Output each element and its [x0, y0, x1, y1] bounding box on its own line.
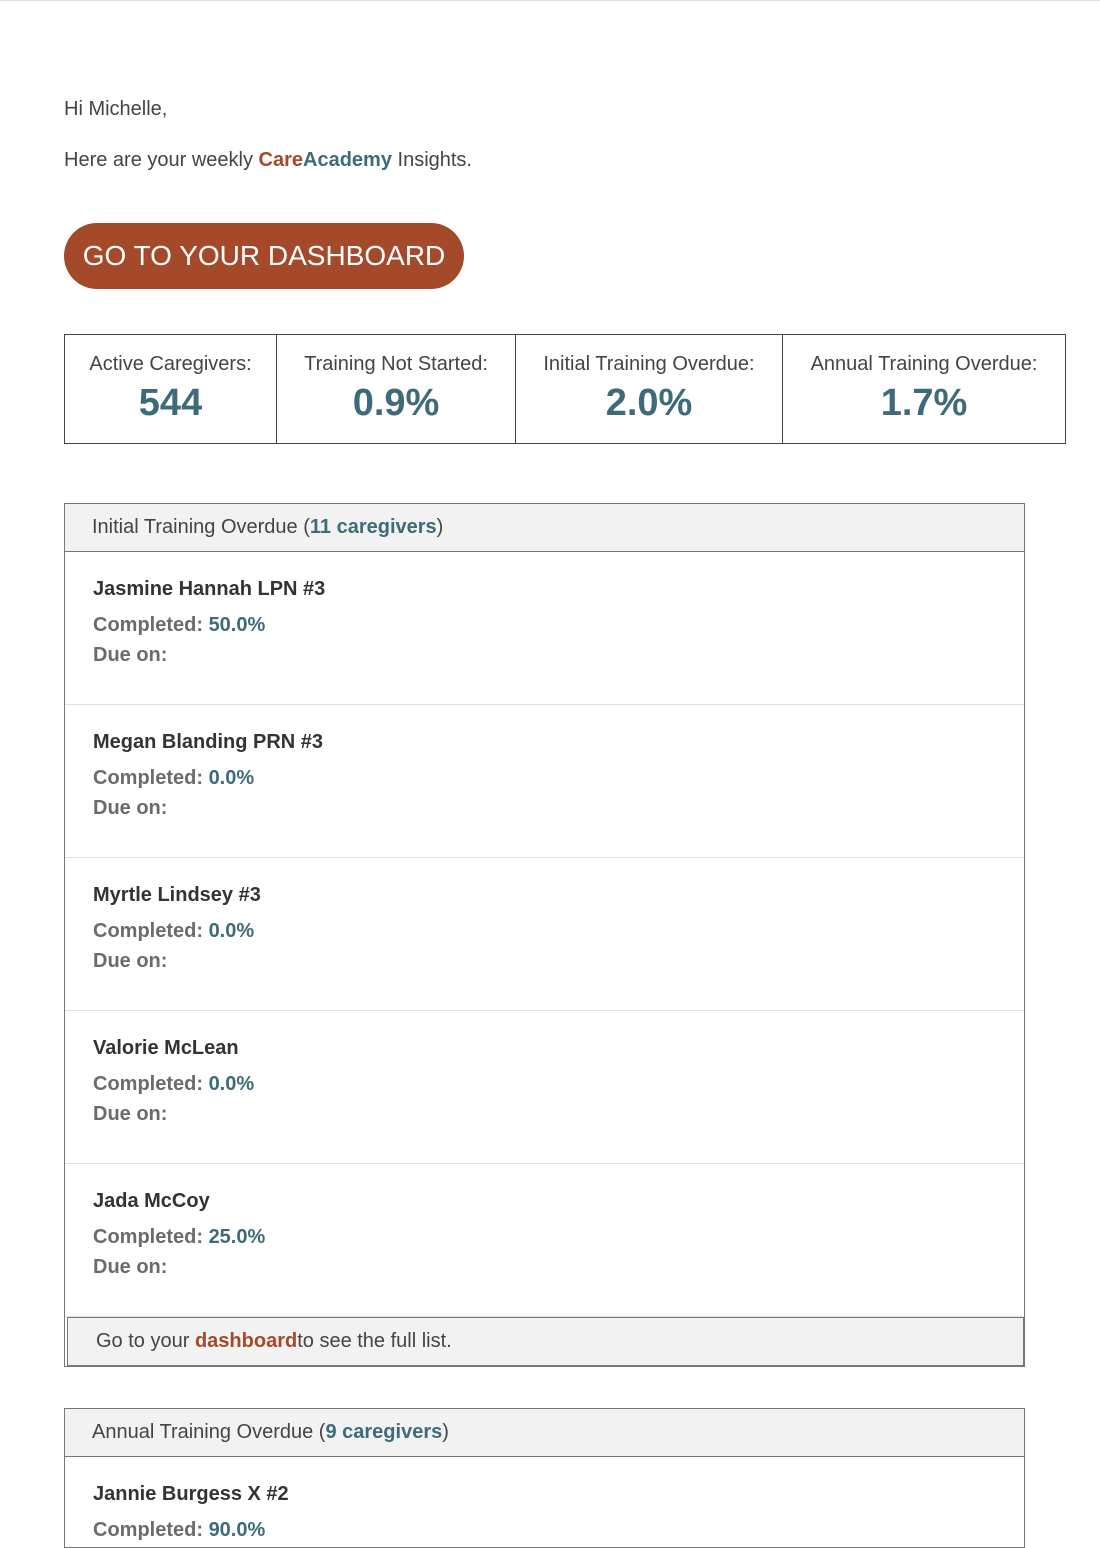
stat-label: Initial Training Overdue:: [543, 353, 755, 375]
caregiver-item: Myrtle Lindsey #3 Completed: 0.0% Due on…: [65, 858, 1024, 1011]
stat-training-not-started: Training Not Started: 0.9%: [277, 335, 516, 443]
intro-after: Insights.: [391, 149, 473, 171]
caregiver-name: Megan Blanding PRN #3: [93, 731, 324, 753]
completed-line: Completed: 90.0%: [93, 1519, 1024, 1542]
panel-footer: Go to your dashboard to see the full lis…: [67, 1317, 1024, 1366]
go-to-dashboard-button[interactable]: GO TO YOUR DASHBOARD: [64, 223, 464, 289]
stat-initial-overdue: Initial Training Overdue: 2.0%: [516, 335, 783, 443]
caregiver-item: Jasmine Hannah LPN #3 Completed: 50.0% D…: [65, 552, 1024, 705]
stat-annual-overdue: Annual Training Overdue: 1.7%: [783, 335, 1065, 443]
completed-label: Completed:: [93, 1519, 209, 1541]
caregiver-name: Valorie McLean: [93, 1037, 239, 1059]
panel-title: Initial Training Overdue (: [92, 516, 310, 538]
completed-line: Completed: 0.0%: [93, 920, 1024, 943]
completed-value: 90.0%: [208, 1519, 266, 1541]
caregiver-item: Jada McCoy Completed: 25.0% Due on:: [65, 1164, 1024, 1317]
due-on-label: Due on:: [93, 1103, 168, 1125]
completed-label: Completed:: [93, 614, 209, 636]
caregiver-item: Jannie Burgess X #2 Completed: 90.0%: [65, 1457, 1024, 1547]
caregiver-count[interactable]: 9 caregivers: [325, 1421, 443, 1443]
due-on-label: Due on:: [93, 797, 168, 819]
stat-value: 0.9%: [352, 382, 440, 424]
completed-line: Completed: 0.0%: [93, 767, 1024, 790]
stat-label: Annual Training Overdue:: [810, 353, 1038, 375]
intro-before: Here are your weekly: [64, 149, 259, 171]
completed-value: 0.0%: [208, 1073, 255, 1095]
stat-label: Active Caregivers:: [89, 353, 252, 375]
initial-overdue-panel: Initial Training Overdue (11 caregivers)…: [64, 503, 1025, 1367]
panel-title-close: ): [442, 1421, 449, 1443]
stats-table: Active Caregivers: 544 Training Not Start…: [64, 334, 1066, 444]
stat-value: 2.0%: [605, 382, 693, 424]
stat-value: 1.7%: [880, 382, 968, 424]
caregiver-name: Jasmine Hannah LPN #3: [93, 578, 326, 600]
due-on-label: Due on:: [93, 644, 168, 666]
caregiver-name: Jannie Burgess X #2: [93, 1483, 289, 1505]
panel-title: Annual Training Overdue (: [92, 1421, 326, 1443]
completed-line: Completed: 50.0%: [93, 614, 1024, 637]
footer-after: to see the full list.: [297, 1330, 452, 1352]
dashboard-link[interactable]: dashboard: [194, 1330, 298, 1352]
completed-line: Completed: 0.0%: [93, 1073, 1024, 1096]
due-on-label: Due on:: [93, 1256, 168, 1278]
caregiver-count[interactable]: 11 caregivers: [309, 516, 437, 538]
completed-value: 25.0%: [208, 1226, 266, 1248]
stat-active-caregivers: Active Caregivers: 544: [65, 335, 277, 443]
completed-line: Completed: 25.0%: [93, 1226, 1024, 1249]
completed-label: Completed:: [93, 1073, 209, 1095]
annual-overdue-panel: Annual Training Overdue (9 caregivers) J…: [64, 1408, 1025, 1548]
panel-title-close: ): [436, 516, 444, 538]
panel-header: Initial Training Overdue (11 caregivers): [65, 504, 1024, 552]
caregiver-name: Jada McCoy: [93, 1190, 210, 1212]
brand-care: Care: [258, 149, 304, 171]
completed-value: 0.0%: [208, 920, 255, 942]
stat-value: 544: [138, 382, 203, 424]
completed-label: Completed:: [93, 767, 209, 789]
completed-value: 0.0%: [208, 767, 255, 789]
panel-header: Annual Training Overdue (9 caregivers): [65, 1409, 1024, 1457]
caregiver-item: Valorie McLean Completed: 0.0% Due on:: [65, 1011, 1024, 1164]
due-on-label: Due on:: [93, 950, 168, 972]
caregiver-name: Myrtle Lindsey #3: [93, 884, 261, 906]
completed-value: 50.0%: [208, 614, 266, 636]
intro-text: Here are your weekly CareAcademy Insight…: [64, 149, 472, 172]
caregiver-item: Megan Blanding PRN #3 Completed: 0.0% Du…: [65, 705, 1024, 858]
completed-label: Completed:: [93, 920, 209, 942]
stat-label: Training Not Started:: [304, 353, 488, 375]
greeting: Hi Michelle,: [64, 98, 168, 120]
brand-academy: Academy: [303, 149, 392, 171]
footer-before: Go to your: [96, 1330, 190, 1352]
completed-label: Completed:: [93, 1226, 209, 1248]
